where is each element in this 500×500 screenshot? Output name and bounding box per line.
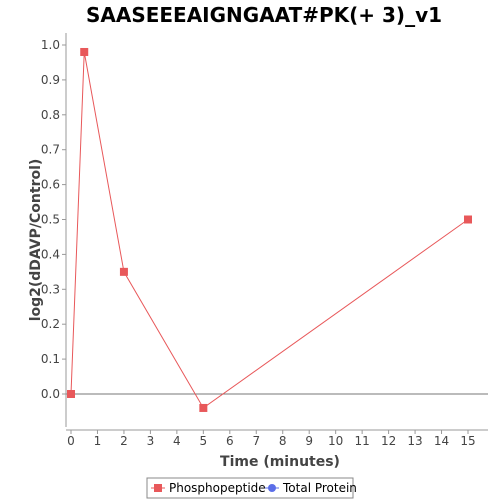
x-tick-label: 6 bbox=[226, 434, 234, 448]
y-tick-label: 0.1 bbox=[41, 352, 60, 366]
legend-marker-square bbox=[154, 484, 162, 492]
x-tick-label: 7 bbox=[252, 434, 260, 448]
x-tick-label: 2 bbox=[120, 434, 128, 448]
x-tick-label: 9 bbox=[305, 434, 313, 448]
y-axis-label: log2(dDAVP/Control) bbox=[28, 159, 44, 322]
x-tick-label: 14 bbox=[434, 434, 449, 448]
y-tick-label: 0.3 bbox=[41, 282, 60, 296]
x-tick-label: 4 bbox=[173, 434, 181, 448]
legend-label-0: Phosphopeptide bbox=[169, 481, 266, 495]
y-axis: 0.0 0.1 0.2 0.3 0.4 0.5 0.6 0.7 0.8 0.9 1.0 bbox=[41, 33, 67, 427]
legend-box bbox=[146, 477, 354, 499]
y-tick-label: 0.2 bbox=[41, 317, 60, 331]
x-tick-label: 8 bbox=[279, 434, 287, 448]
data-point bbox=[199, 403, 208, 412]
x-tick-label: 3 bbox=[147, 434, 155, 448]
y-tick-label: 0.7 bbox=[41, 143, 60, 157]
plot-area bbox=[66, 33, 488, 427]
y-tick-label: 0.8 bbox=[41, 108, 60, 122]
x-tick-label: 5 bbox=[200, 434, 208, 448]
x-tick-label: 15 bbox=[460, 434, 475, 448]
y-tick-label: 0.4 bbox=[41, 247, 60, 261]
data-point bbox=[67, 390, 75, 398]
x-axis: 0 1 2 3 4 5 6 7 8 9 10 11 12 13 14 15 bbox=[66, 429, 488, 448]
legend-marker-circle bbox=[268, 484, 276, 492]
chart-title: SAASEEEAIGNGAAT#PK(+ 3)_v1 bbox=[86, 3, 442, 27]
x-tick-label: 1 bbox=[94, 434, 102, 448]
x-tick-label: 0 bbox=[67, 434, 75, 448]
data-point bbox=[80, 47, 89, 56]
series-group bbox=[67, 47, 472, 412]
y-tick-label: 0.9 bbox=[41, 73, 60, 87]
y-tick-label: 0.5 bbox=[41, 213, 60, 227]
legend: Phosphopeptide Total Protein bbox=[146, 477, 357, 499]
y-tick-label: 1.0 bbox=[41, 38, 60, 52]
x-axis-label: Time (minutes) bbox=[220, 454, 340, 470]
x-tick-label: 10 bbox=[328, 434, 343, 448]
data-point bbox=[119, 267, 128, 276]
y-tick-label: 0.6 bbox=[41, 178, 60, 192]
legend-label-1: Total Protein bbox=[282, 481, 357, 495]
data-point bbox=[464, 215, 472, 224]
x-tick-label: 13 bbox=[407, 434, 422, 448]
x-tick-label: 12 bbox=[381, 434, 396, 448]
x-tick-label: 11 bbox=[354, 434, 369, 448]
y-tick-label: 0.0 bbox=[41, 387, 60, 401]
